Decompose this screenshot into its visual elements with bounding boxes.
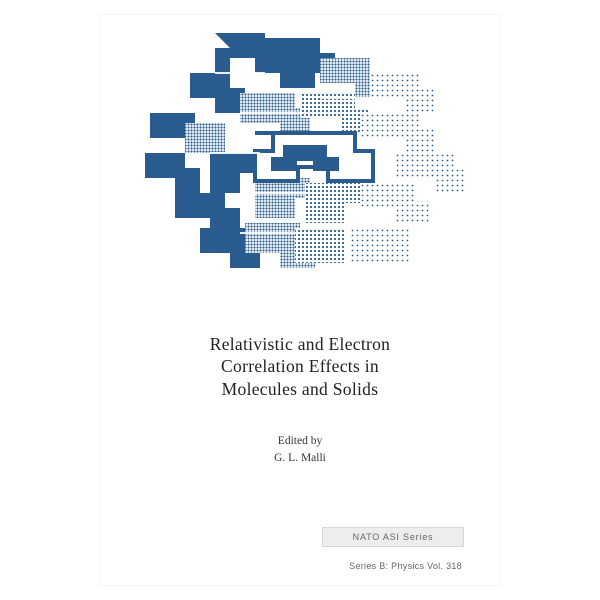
volume-label: Series B: Physics Vol. 318: [349, 561, 462, 571]
title-line-1: Relativistic and Electron: [100, 333, 500, 355]
editor-block: Edited by G. L. Malli: [100, 433, 500, 468]
editor-prefix: Edited by: [100, 433, 500, 450]
series-box: NATO ASI Series: [322, 527, 464, 547]
title-line-2: Correlation Effects in: [100, 355, 500, 377]
editor-name: G. L. Malli: [100, 450, 500, 467]
book-title: Relativistic and Electron Correlation Ef…: [100, 333, 500, 400]
title-line-3: Molecules and Solids: [100, 378, 500, 400]
book-cover: Relativistic and Electron Correlation Ef…: [100, 15, 500, 585]
series-label: NATO ASI Series: [353, 532, 434, 542]
cover-diagram: [145, 33, 465, 283]
